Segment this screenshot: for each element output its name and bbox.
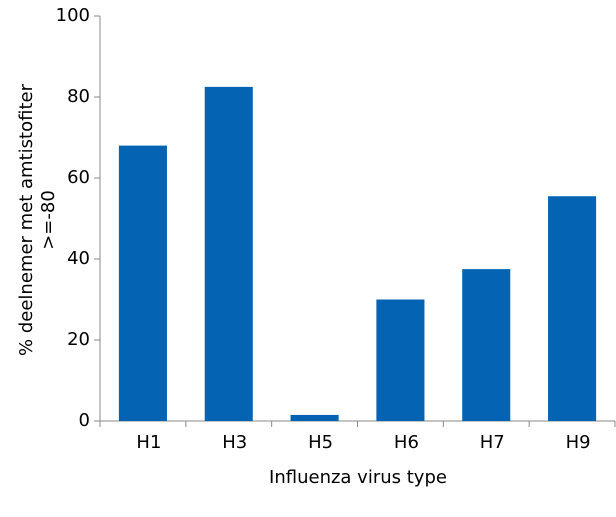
x-axis-label: Influenza virus type [269, 467, 447, 488]
bar [204, 86, 253, 421]
x-tick-label: H9 [566, 432, 591, 453]
y-tick-label: 0 [79, 410, 90, 431]
bar [548, 196, 597, 421]
x-tick-label: H6 [394, 432, 419, 453]
x-tick-label: H5 [308, 432, 333, 453]
bar [462, 269, 511, 421]
y-tick-label: 40 [67, 248, 90, 269]
y-tick-label: 20 [67, 329, 90, 350]
bar [376, 299, 425, 421]
y-tick-label: 80 [67, 86, 90, 107]
x-tick-label: H1 [136, 432, 161, 453]
y-tick-label: 100 [56, 5, 90, 26]
y-tick-label: 60 [67, 167, 90, 188]
y-axis-label: >=-80 [38, 190, 59, 250]
bar [118, 145, 167, 421]
x-tick-label: H3 [222, 432, 247, 453]
bar [290, 414, 339, 421]
x-tick-label: H7 [480, 432, 505, 453]
y-axis-label: % deelnemer met amtistofiter [16, 83, 37, 356]
